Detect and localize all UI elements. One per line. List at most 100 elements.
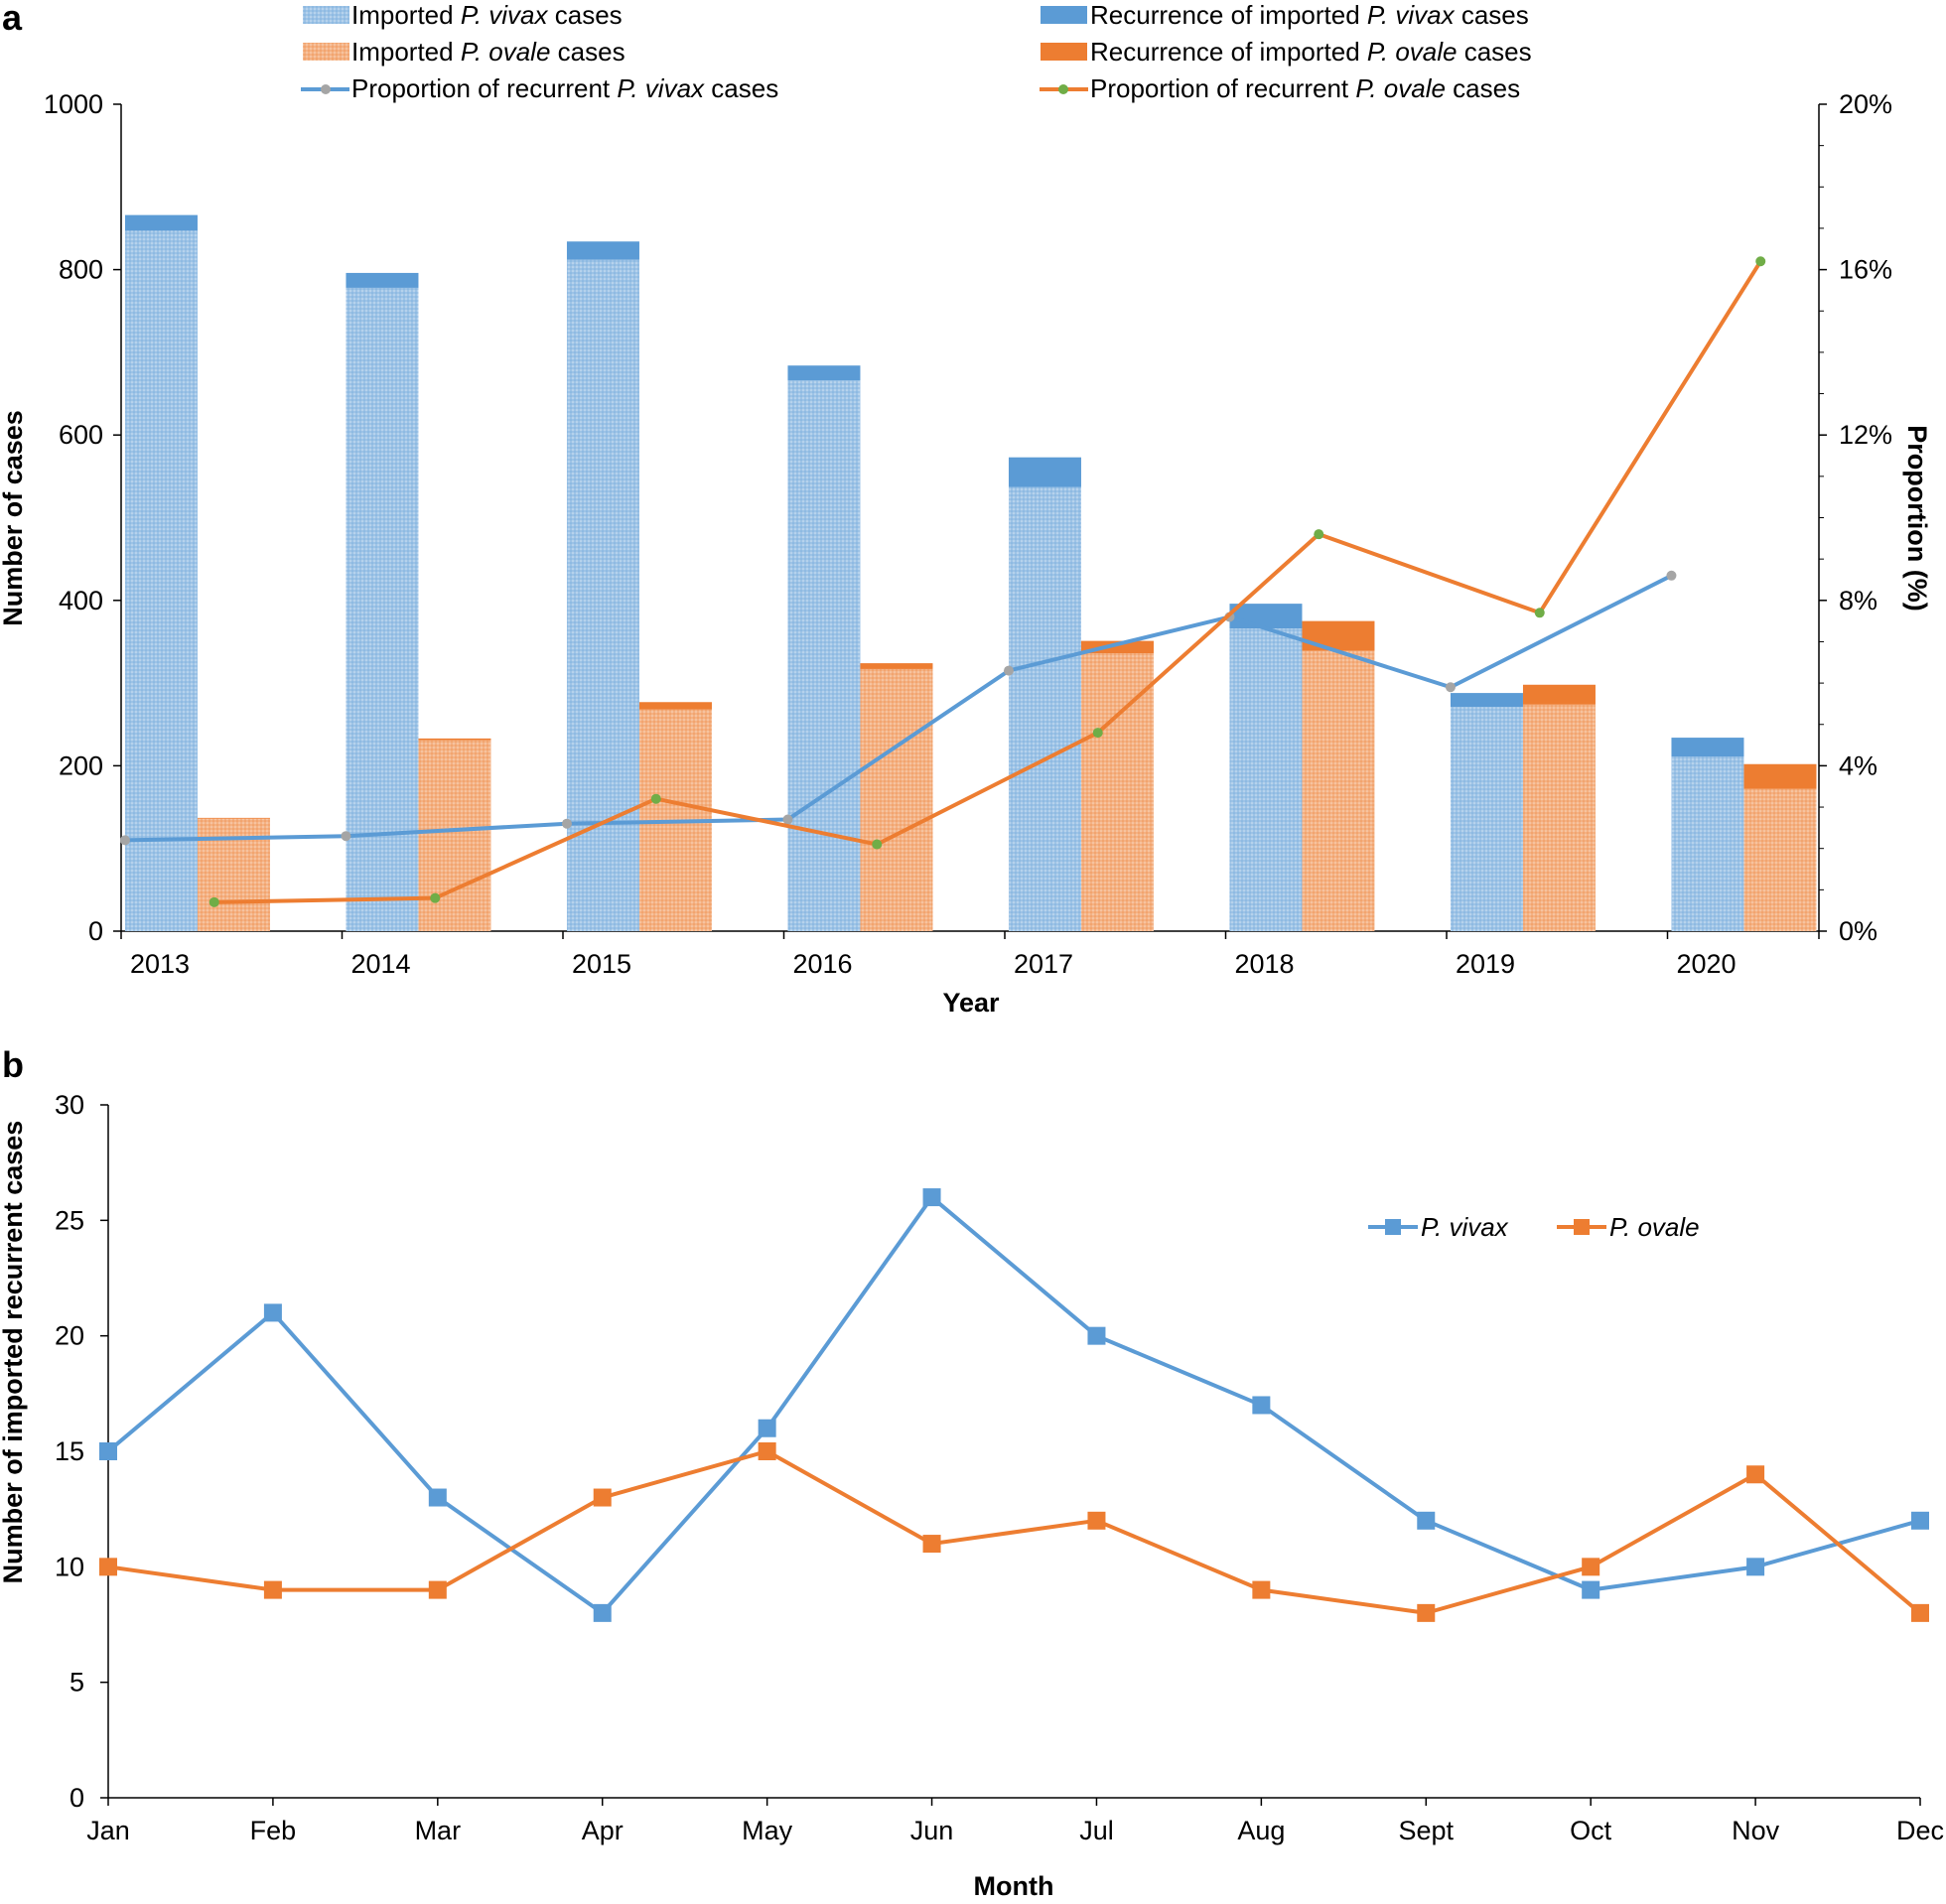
legend-panel-b: P. vivax P. ovale xyxy=(1368,1212,1700,1242)
point-proportion-vivax xyxy=(341,831,351,842)
bar-recurrence-vivax xyxy=(1671,738,1744,757)
panel-a-y-tick-label: 200 xyxy=(59,750,103,780)
line-monthly-vivax xyxy=(106,1195,1921,1615)
bar-imported-vivax xyxy=(1229,628,1303,931)
panel-a-y-tick-label: 800 xyxy=(59,255,103,285)
point-monthly-ovale xyxy=(758,1442,776,1460)
point-proportion-vivax xyxy=(1445,682,1456,693)
point-monthly-vivax xyxy=(99,1442,117,1460)
bar-recurrence-ovale xyxy=(860,663,933,669)
panel-a-y2-tick-label: 0% xyxy=(1839,916,1877,946)
panel-a-x-axis-title: Year xyxy=(942,988,1000,1018)
point-monthly-vivax xyxy=(922,1188,941,1207)
point-monthly-vivax xyxy=(263,1303,282,1322)
bar-imported-ovale xyxy=(1302,650,1375,931)
panel-a-y2-tick-label: 8% xyxy=(1839,586,1877,615)
legend-panel-a: Imported P. vivax cases Imported P. oval… xyxy=(301,0,1532,103)
bar-imported-ovale xyxy=(418,740,491,931)
bar-recurrence-vivax xyxy=(566,241,639,260)
panel-a-plot: 0 200 400 600 800 1000 0% 4% 8% 12% 16% 20% 2013 2014… xyxy=(44,89,1892,979)
point-proportion-vivax xyxy=(1666,570,1677,581)
panel-a-y-tick-label: 400 xyxy=(59,586,103,615)
point-monthly-ovale xyxy=(1252,1580,1271,1599)
panel-b-x-tick-label: Feb xyxy=(250,1816,297,1845)
panel-b-y-tick-label: 30 xyxy=(55,1090,84,1120)
point-proportion-ovale xyxy=(208,896,219,907)
point-proportion-ovale xyxy=(1314,529,1324,540)
bar-recurrence-ovale xyxy=(197,817,270,819)
panel-b-x-tick-label: May xyxy=(742,1816,793,1845)
point-monthly-ovale xyxy=(1746,1465,1765,1484)
legend-marker-b-ovale xyxy=(1574,1219,1590,1235)
legend-label-b-ovale: P. ovale xyxy=(1609,1212,1700,1242)
bar-imported-ovale xyxy=(1522,704,1596,931)
panel-b-x-tick-label: Mar xyxy=(415,1816,462,1845)
point-monthly-ovale xyxy=(1087,1511,1106,1530)
point-monthly-ovale xyxy=(593,1488,612,1507)
panel-a-y2-tick-label: 4% xyxy=(1839,750,1877,780)
bar-imported-vivax xyxy=(346,287,419,931)
point-proportion-ovale xyxy=(872,839,883,850)
point-monthly-vivax xyxy=(428,1488,447,1507)
bar-imported-vivax xyxy=(787,380,861,931)
panel-a-y2-tick-label: 20% xyxy=(1839,89,1892,119)
point-monthly-vivax xyxy=(1087,1326,1106,1345)
panel-a-x-tick-label: 2019 xyxy=(1456,949,1515,979)
point-monthly-vivax xyxy=(1746,1558,1765,1576)
panel-a-y-tick-label: 600 xyxy=(59,420,103,450)
legend-label-prop-ovale: Proportion of recurrent P. ovale cases xyxy=(1090,73,1520,103)
bar-imported-ovale xyxy=(1743,788,1817,931)
line-monthly-ovale xyxy=(107,1449,1922,1615)
legend-swatch-rec-vivax xyxy=(1041,6,1087,24)
legend-label-imported-ovale: Imported P. ovale cases xyxy=(351,37,626,67)
panel-a-label: a xyxy=(2,0,23,38)
point-proportion-ovale xyxy=(1534,608,1545,618)
panel-a-y2-axis-title: Proportion (%) xyxy=(1902,425,1932,611)
bar-imported-ovale xyxy=(1080,653,1154,931)
panel-a-y-axis-title: Number of cases xyxy=(0,410,28,626)
panel-b-x-tick-label: Oct xyxy=(1570,1816,1612,1845)
bar-recurrence-vivax xyxy=(124,214,198,231)
panel-a-y2-tick-label: 16% xyxy=(1839,255,1892,285)
point-monthly-vivax xyxy=(1911,1511,1929,1530)
panel-b-y-tick-label: 15 xyxy=(55,1436,84,1466)
bar-recurrence-vivax xyxy=(346,272,419,288)
panel-b-x-axis-title: Month xyxy=(974,1871,1054,1899)
point-monthly-ovale xyxy=(1417,1603,1436,1622)
point-monthly-vivax xyxy=(1252,1396,1271,1415)
line-proportion-ovale xyxy=(213,260,1762,904)
point-monthly-ovale xyxy=(1911,1603,1929,1622)
point-proportion-ovale xyxy=(1755,256,1766,267)
point-proportion-ovale xyxy=(1092,728,1103,739)
panel-b-x-tick-label: Apr xyxy=(582,1816,624,1845)
point-monthly-vivax xyxy=(1417,1511,1436,1530)
bar-recurrence-ovale xyxy=(1522,684,1596,705)
panel-a-y2-tick-label: 12% xyxy=(1839,420,1892,450)
point-proportion-ovale xyxy=(430,892,441,903)
point-proportion-vivax xyxy=(1003,665,1014,676)
point-monthly-ovale xyxy=(263,1580,282,1599)
legend-swatch-rec-ovale xyxy=(1041,43,1087,61)
panel-a-x-tick-label: 2018 xyxy=(1234,949,1294,979)
point-proportion-vivax xyxy=(561,818,572,829)
bar-imported-vivax xyxy=(566,259,639,931)
panel-a-x-tick-label: 2013 xyxy=(130,949,190,979)
point-proportion-ovale xyxy=(650,793,661,804)
panel-b-x-tick-label: Jan xyxy=(86,1816,130,1845)
panel-b-x-tick-label: Nov xyxy=(1732,1816,1780,1845)
point-monthly-ovale xyxy=(1582,1558,1600,1576)
panel-b-label: b xyxy=(2,1044,24,1085)
point-monthly-vivax xyxy=(758,1419,776,1437)
bar-imported-ovale xyxy=(860,668,933,931)
legend-label-b-vivax: P. vivax xyxy=(1421,1212,1509,1242)
panel-a-x-tick-label: 2020 xyxy=(1676,949,1736,979)
panel-b-y-axis-title: Number of imported recurrent cases xyxy=(0,1121,28,1584)
legend-marker-prop-vivax xyxy=(321,84,331,94)
panel-b-plot: 0 5 10 15 20 25 30 Jan Feb Mar Apr May Jun Jul Aug Sept… xyxy=(55,1090,1944,1845)
legend-label-imported-vivax: Imported P. vivax cases xyxy=(351,0,623,30)
line-proportion-vivax xyxy=(124,574,1673,843)
panel-b-y-tick-label: 25 xyxy=(55,1205,84,1235)
legend-label-rec-vivax: Recurrence of imported P. vivax cases xyxy=(1090,0,1529,30)
